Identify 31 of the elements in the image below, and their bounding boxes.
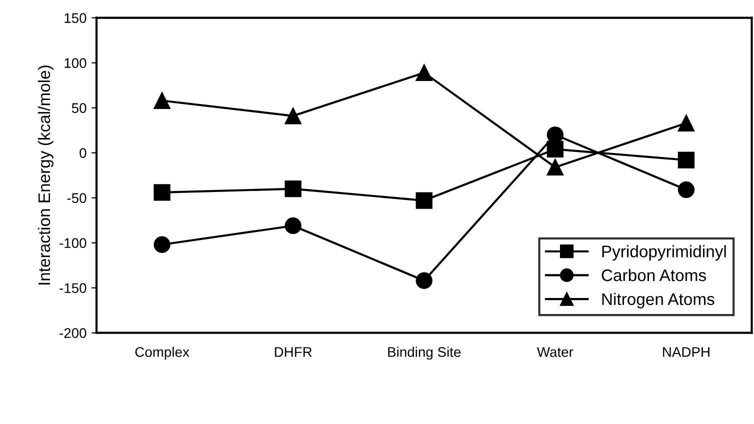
point bbox=[678, 152, 695, 168]
y-axis-title: Interaction Energy (kcal/mole) bbox=[38, 66, 54, 284]
y-tick-label: -100 bbox=[60, 238, 86, 248]
point bbox=[284, 180, 302, 198]
point bbox=[678, 114, 695, 132]
y-tick-label: 50 bbox=[72, 103, 86, 113]
y-tick-label: -50 bbox=[67, 193, 86, 203]
point bbox=[416, 64, 432, 82]
y-tick-label: 100 bbox=[64, 58, 86, 68]
point bbox=[678, 181, 695, 198]
point bbox=[416, 272, 432, 289]
x-tick-label: DHFR bbox=[274, 347, 312, 357]
x-tick-label: NADPH bbox=[663, 347, 710, 357]
legend-label: Carbon Atoms bbox=[602, 268, 706, 282]
point bbox=[284, 108, 302, 124]
x-tick-label: Complex bbox=[135, 346, 190, 360]
point bbox=[154, 236, 170, 253]
point bbox=[546, 140, 564, 158]
point bbox=[154, 184, 170, 201]
point bbox=[284, 217, 302, 234]
x-tick-label: Water bbox=[536, 347, 574, 357]
y-tick-label: -150 bbox=[60, 283, 86, 294]
point bbox=[546, 158, 564, 176]
legend-label: Nitrogen Atoms bbox=[602, 292, 714, 308]
legend-label: Pyridopyrimidinyl bbox=[602, 245, 726, 261]
point bbox=[154, 92, 170, 109]
x-tick-label: Binding Site bbox=[388, 346, 461, 360]
y-tick-label: -200 bbox=[60, 328, 86, 338]
y-tick-label: 0 bbox=[80, 148, 86, 158]
point bbox=[416, 192, 432, 209]
y-tick-label: 150 bbox=[64, 13, 86, 23]
